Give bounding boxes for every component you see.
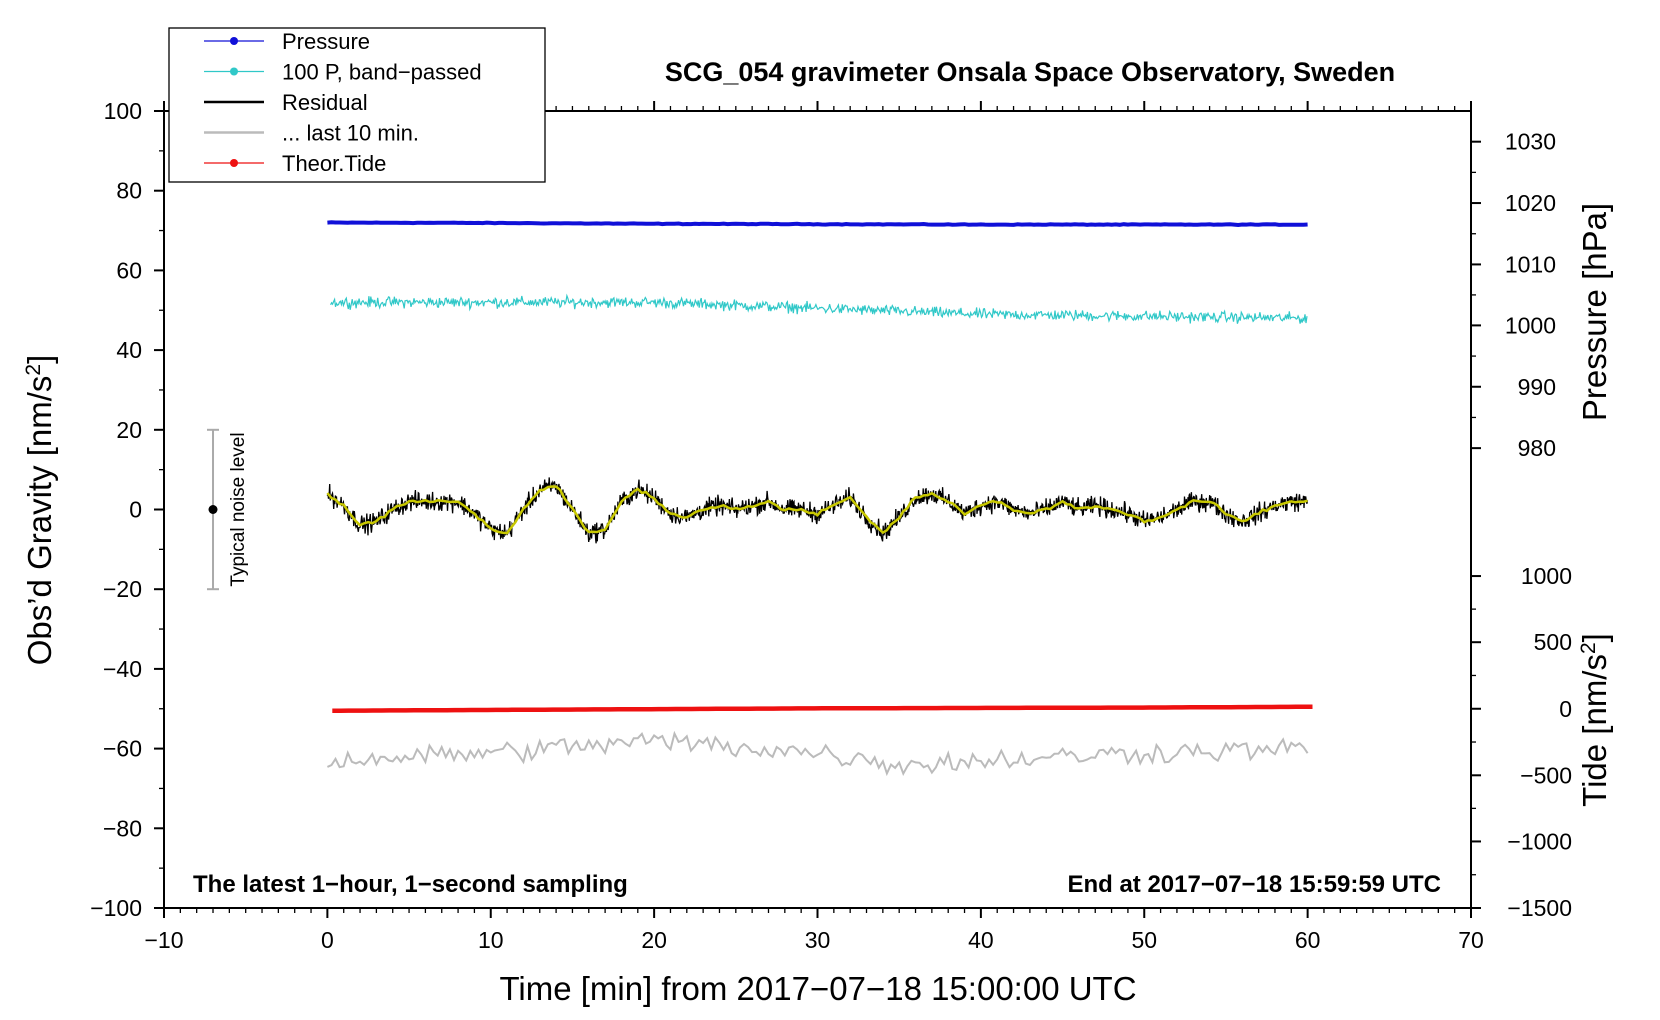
- y-tick-label-1: 80: [116, 178, 142, 204]
- chart-title: SCG_054 gravimeter Onsala Space Observat…: [665, 57, 1395, 87]
- pressure-tick-label-4: 990: [1518, 374, 1556, 400]
- y-axis-title-close: ]: [21, 355, 58, 364]
- x-tick-label-3: 20: [641, 927, 667, 953]
- x-tick-label-0: −10: [144, 927, 183, 953]
- pressure-tick-label-2: 1010: [1505, 251, 1556, 277]
- tide-tick-label-3: −500: [1520, 762, 1572, 788]
- y-tick-label-9: −80: [103, 815, 142, 841]
- x-axis-title: Time [min] from 2017−07−18 15:00:00 UTC: [499, 970, 1136, 1007]
- y-tick-label-7: −40: [103, 656, 142, 682]
- y-tick-label-5: 0: [129, 497, 142, 523]
- tide-axis-title-sup: 2: [1577, 642, 1600, 654]
- x-tick-label-6: 50: [1131, 927, 1157, 953]
- pressure-tick-label-0: 1030: [1505, 129, 1556, 155]
- y-tick-label-4: 20: [116, 417, 142, 443]
- x-tick-label-1: 0: [321, 927, 334, 953]
- legend-marker-1: [230, 67, 238, 76]
- pressure-tick-label-5: 980: [1518, 435, 1556, 461]
- end-time-note: End at 2017−07−18 15:59:59 UTC: [1067, 871, 1441, 898]
- pressure-axis-title: Pressure [hPa]: [1576, 203, 1613, 421]
- legend-marker-4: [230, 159, 238, 167]
- y-tick-label-6: −20: [103, 576, 142, 602]
- noise-bar-dot: [208, 505, 218, 514]
- series-theor-tide: [332, 704, 1313, 713]
- x-tick-label-8: 70: [1458, 927, 1484, 953]
- legend-label-4: Theor.Tide: [282, 151, 386, 176]
- y-axis-title: Obs’d Gravity [nm/s2]: [21, 355, 58, 666]
- noise-bar-label: Typical noise level: [228, 432, 249, 586]
- tide-tick-label-0: 1000: [1521, 563, 1572, 589]
- y-tick-label-2: 60: [116, 257, 142, 283]
- series-pressure: [327, 220, 1308, 228]
- ticks-layer: −10 0 10 20 30 40 50 60 70100806040200−20−40−60−…: [90, 98, 1572, 953]
- x-tick-label-2: 10: [478, 927, 504, 953]
- series-residual: [326, 477, 1309, 544]
- legend-label-1: 100 P, band−passed: [282, 60, 482, 85]
- x-tick-label-7: 60: [1295, 927, 1321, 953]
- y-axis-title-sup: 2: [22, 364, 45, 376]
- data-layer: [326, 220, 1313, 777]
- y-tick-label-10: −100: [90, 895, 142, 921]
- legend-label-3: ... last 10 min.: [282, 121, 419, 146]
- legend-label-2: Residual: [282, 90, 368, 115]
- legend-marker-0: [230, 37, 238, 45]
- tide-tick-label-4: −1000: [1507, 828, 1572, 854]
- pressure-tick-label-3: 1000: [1505, 312, 1556, 338]
- sampling-note: The latest 1−hour, 1−second sampling: [193, 871, 628, 898]
- legend: Pressure 100 P, band−passed Residual ... la…: [168, 27, 546, 183]
- y-axis-title-text: Obs’d Gravity [nm/s: [21, 376, 58, 666]
- x-tick-label-5: 40: [968, 927, 994, 953]
- plot-frame: [163, 110, 1472, 909]
- tide-tick-label-5: −1500: [1507, 895, 1572, 921]
- series-band-passed: [330, 293, 1308, 324]
- noise-bar: Typical noise level: [207, 428, 249, 591]
- y-tick-label-0: 100: [104, 98, 142, 124]
- tide-axis-title-text: Tide [nm/s: [1576, 654, 1613, 807]
- x-tick-label-4: 30: [805, 927, 831, 953]
- legend-label-0: Pressure: [282, 29, 370, 54]
- legend-box: [168, 27, 546, 183]
- tide-axis-title: Tide [nm/s2]: [1576, 633, 1613, 807]
- tide-axis-title-close: ]: [1576, 633, 1613, 642]
- y-tick-label-8: −60: [103, 736, 142, 762]
- tide-tick-label-1: 500: [1534, 629, 1572, 655]
- tide-tick-label-2: 0: [1559, 696, 1572, 722]
- pressure-tick-label-1: 1020: [1505, 190, 1556, 216]
- y-tick-label-3: 40: [116, 337, 142, 363]
- series-last-10-min: [326, 730, 1309, 777]
- series-residual-smoothed: [326, 485, 1308, 535]
